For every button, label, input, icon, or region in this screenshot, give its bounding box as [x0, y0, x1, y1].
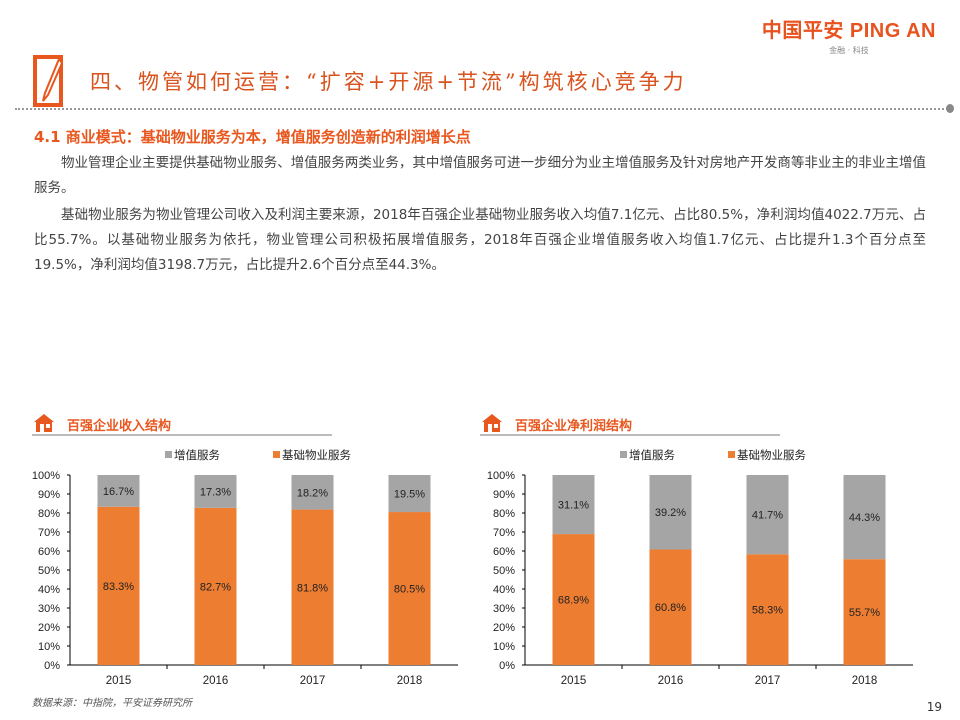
x-tick-label: 2018	[852, 675, 878, 687]
y-tick-label: 100%	[32, 470, 60, 482]
bar-basic-service	[746, 554, 789, 665]
logo-main: 中国平安 PING AN	[761, 20, 936, 42]
bar-basic-service	[97, 506, 140, 665]
y-tick-label: 100%	[487, 470, 515, 482]
data-label-basic: 80.5%	[394, 584, 425, 596]
legend-swatch	[728, 451, 735, 458]
house-icon	[482, 414, 502, 432]
y-tick-label: 30%	[493, 603, 515, 615]
pingan-logo: 中国平安 PING AN 金融 · 科技	[762, 14, 936, 56]
page-number: 19	[926, 700, 942, 714]
paragraph-2: 基础物业服务为物业管理公司收入及利润主要来源，2018年百强企业基础物业服务收入…	[34, 207, 926, 273]
pencil-note-icon	[33, 55, 63, 107]
revenue-structure-chart: 增值服务 基础物业服务 0% 10% 20% 30% 40% 50% 60% 70% 80% 90% 1…	[32, 448, 458, 687]
data-source: 数据来源：中指院，平安证券研究所	[32, 698, 192, 709]
bar-basic-service	[552, 534, 595, 665]
legend-label: 增值服务	[629, 448, 675, 462]
data-label-value-added: 39.2%	[655, 507, 686, 519]
y-tick-label: 80%	[493, 508, 515, 520]
y-tick-label: 50%	[38, 565, 60, 577]
bar-basic-service	[194, 507, 237, 665]
logo-sub: 金融 · 科技	[829, 46, 869, 55]
x-tick-label: 2015	[561, 675, 587, 687]
x-tick-label: 2016	[203, 675, 229, 687]
x-tick-label: 2016	[658, 675, 684, 687]
y-tick-label: 20%	[38, 622, 60, 634]
chart1-title: 百强企业收入结构	[67, 419, 172, 434]
data-label-basic: 55.7%	[849, 607, 880, 619]
chart2-title: 百强企业净利润结构	[515, 419, 633, 434]
bar-value-added	[843, 475, 886, 560]
x-tick-label: 2017	[755, 675, 781, 687]
y-tick-label: 0%	[499, 660, 515, 672]
y-tick-label: 40%	[493, 584, 515, 596]
y-tick-label: 60%	[38, 546, 60, 558]
data-label-basic: 83.3%	[103, 581, 134, 593]
data-label-value-added: 18.2%	[297, 487, 328, 499]
data-label-basic: 68.9%	[558, 595, 589, 607]
divider-end-dot	[946, 104, 954, 113]
bar-value-added	[291, 475, 334, 510]
y-tick-label: 90%	[38, 489, 60, 501]
bar-value-added	[746, 475, 789, 555]
chart1-header: 百强企业收入结构	[32, 412, 332, 436]
data-label-value-added: 19.5%	[394, 489, 425, 501]
legend-label: 增值服务	[174, 448, 220, 462]
data-label-basic: 60.8%	[655, 602, 686, 614]
data-label-value-added: 16.7%	[103, 486, 134, 498]
y-tick-label: 0%	[44, 660, 60, 672]
data-label-value-added: 41.7%	[752, 510, 783, 522]
legend-swatch	[165, 451, 172, 458]
x-tick-label: 2015	[106, 675, 132, 687]
y-tick-label: 70%	[493, 527, 515, 539]
legend-label: 基础物业服务	[737, 448, 806, 462]
paragraph-1: 物业管理企业主要提供基础物业服务、增值服务两类业务，其中增值服务可进一步细分为业…	[34, 155, 926, 196]
y-tick-label: 60%	[493, 546, 515, 558]
y-tick-label: 10%	[38, 641, 60, 653]
bar-value-added	[552, 475, 595, 535]
data-label-value-added: 44.3%	[849, 512, 880, 524]
bar-basic-service	[291, 509, 334, 665]
house-icon	[34, 414, 54, 432]
page-title: 四、物管如何运营：“扩容+开源+节流”构筑核心竞争力	[90, 70, 687, 94]
y-tick-label: 40%	[38, 584, 60, 596]
y-tick-label: 90%	[493, 489, 515, 501]
chart2-header: 百强企业净利润结构	[480, 412, 780, 436]
y-tick-label: 10%	[493, 641, 515, 653]
x-tick-label: 2018	[397, 675, 423, 687]
profit-structure-chart: 增值服务 基础物业服务 0% 10% 20% 30% 40% 50% 60% 70% 80% 90% 1…	[487, 448, 913, 687]
legend-swatch	[273, 451, 280, 458]
y-tick-label: 50%	[493, 565, 515, 577]
bar-basic-service	[649, 549, 692, 665]
y-tick-label: 30%	[38, 603, 60, 615]
x-tick-label: 2017	[300, 675, 326, 687]
bar-basic-service	[388, 512, 431, 665]
title-divider	[15, 108, 948, 110]
bar-basic-service	[843, 559, 886, 665]
y-tick-label: 20%	[493, 622, 515, 634]
bar-value-added	[194, 475, 237, 508]
y-tick-label: 70%	[38, 527, 60, 539]
section-heading: 4.1 商业模式：基础物业服务为本，增值服务创造新的利润增长点	[34, 128, 471, 146]
y-tick-label: 80%	[38, 508, 60, 520]
bar-value-added	[649, 475, 692, 550]
data-label-basic: 82.7%	[200, 581, 231, 593]
data-label-basic: 81.8%	[297, 582, 328, 594]
data-label-basic: 58.3%	[752, 605, 783, 617]
bar-value-added	[97, 475, 140, 507]
data-label-value-added: 31.1%	[558, 500, 589, 512]
legend-swatch	[620, 451, 627, 458]
bar-value-added	[388, 475, 431, 513]
legend-label: 基础物业服务	[282, 448, 351, 462]
data-label-value-added: 17.3%	[200, 486, 231, 498]
